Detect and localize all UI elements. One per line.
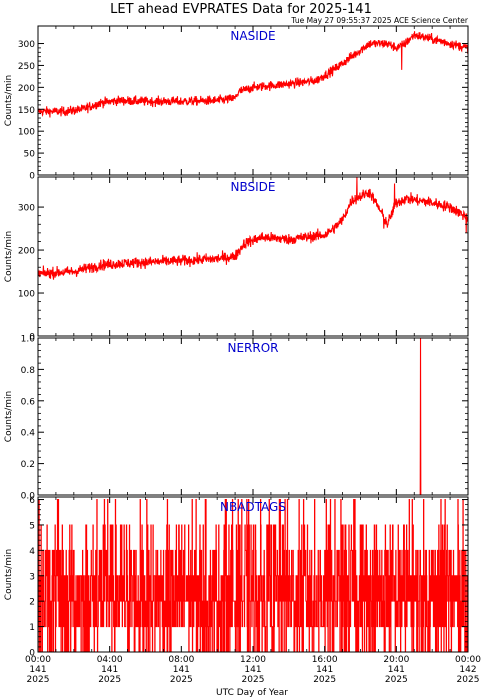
y-tick-label: 0.4 [21, 429, 36, 439]
x-tick-day: 141 [244, 665, 261, 675]
y-tick-label: 1 [29, 623, 35, 633]
y-tick-label: 50 [24, 150, 36, 160]
panel-label: NASIDE [230, 29, 275, 43]
y-tick-label: 4 [29, 547, 35, 557]
x-tick-year: 2025 [98, 675, 121, 685]
timestamp-label: Tue May 27 09:55:37 2025 ACE Science Cen… [290, 16, 469, 25]
x-tick-day: 141 [29, 665, 46, 675]
series-line-nbadtags [37, 499, 469, 653]
panel-nerror: 0.0 0.2 0.4 0.6 0.8 1.0 Counts/min NERROR [4, 335, 469, 502]
x-tick-day: 142 [459, 665, 476, 675]
x-tick-day: 141 [316, 665, 333, 675]
y-tick-label: 0 [29, 172, 35, 182]
y-tick-label: 0.0 [21, 492, 36, 502]
y-tick-label: 300 [18, 40, 35, 50]
y-tick-label: 5 [29, 521, 35, 531]
chart-title: LET ahead EVPRATES Data for 2025-141 [110, 2, 372, 17]
x-tick-time: 00:00 [455, 655, 481, 665]
y-tick-label: 100 [18, 128, 35, 138]
series-line-nerror [38, 337, 468, 496]
y-tick-label: 0 [29, 649, 35, 659]
x-tick-time: 04:00 [97, 655, 123, 665]
x-tick-time: 20:00 [383, 655, 409, 665]
x-tick-year: 2025 [242, 675, 265, 685]
y-axis-label: Counts/min [4, 231, 14, 282]
y-tick-label: 1.0 [21, 335, 36, 345]
panel-label: NBADTAGS [220, 500, 286, 514]
x-tick-time: 00:00 [25, 655, 51, 665]
y-tick-label: 0.8 [21, 366, 36, 376]
x-tick-year: 2025 [170, 675, 193, 685]
y-tick-label: 0 [29, 333, 35, 343]
x-tick-year: 2025 [313, 675, 336, 685]
y-axis-label: Counts/min [4, 549, 14, 600]
panel-frame [37, 337, 469, 496]
panel-label: NBSIDE [231, 180, 276, 194]
panels-group: 050100150200250300Counts/minNASIDE010020… [4, 25, 481, 685]
panel-nbadtags: 0 1 2 3 4 5 6 Counts/min NBADTAGS [4, 496, 469, 659]
x-tick-time: 12:00 [240, 655, 266, 665]
y-tick-label: 0.2 [21, 460, 35, 470]
panel-nbside: 0 100 200 300 Counts/min NBSIDE [4, 176, 469, 343]
y-axis-label: Counts/min [4, 391, 14, 442]
x-tick-day: 141 [388, 665, 405, 675]
y-tick-label: 300 [18, 204, 35, 214]
y-tick-label: 100 [18, 290, 35, 300]
y-tick-label: 2 [29, 598, 35, 608]
y-tick-label: 0.6 [21, 397, 36, 407]
x-tick-day: 141 [173, 665, 190, 675]
series-line-naside [37, 31, 469, 118]
x-tick-year: 2025 [385, 675, 408, 685]
x-tick-year: 2025 [457, 675, 480, 685]
panel-naside: 0 50 100 150 200 250 300 Counts/min NASIDE [4, 25, 469, 182]
y-tick-label: 200 [18, 247, 35, 257]
series-line-nbside [37, 176, 469, 280]
y-tick-label: 200 [18, 84, 35, 94]
y-tick-label: 250 [18, 62, 35, 72]
y-tick-label: 150 [18, 106, 35, 116]
x-axis-label: UTC Day of Year [216, 688, 288, 698]
x-tick-time: 08:00 [168, 655, 194, 665]
x-tick-year: 2025 [27, 675, 50, 685]
y-tick-label: 3 [29, 572, 35, 582]
x-tick-time: 16:00 [312, 655, 338, 665]
x-tick-day: 141 [101, 665, 118, 675]
y-tick-label: 6 [29, 496, 35, 506]
panel-label: NERROR [227, 341, 278, 355]
y-axis-label: Counts/min [4, 75, 14, 126]
